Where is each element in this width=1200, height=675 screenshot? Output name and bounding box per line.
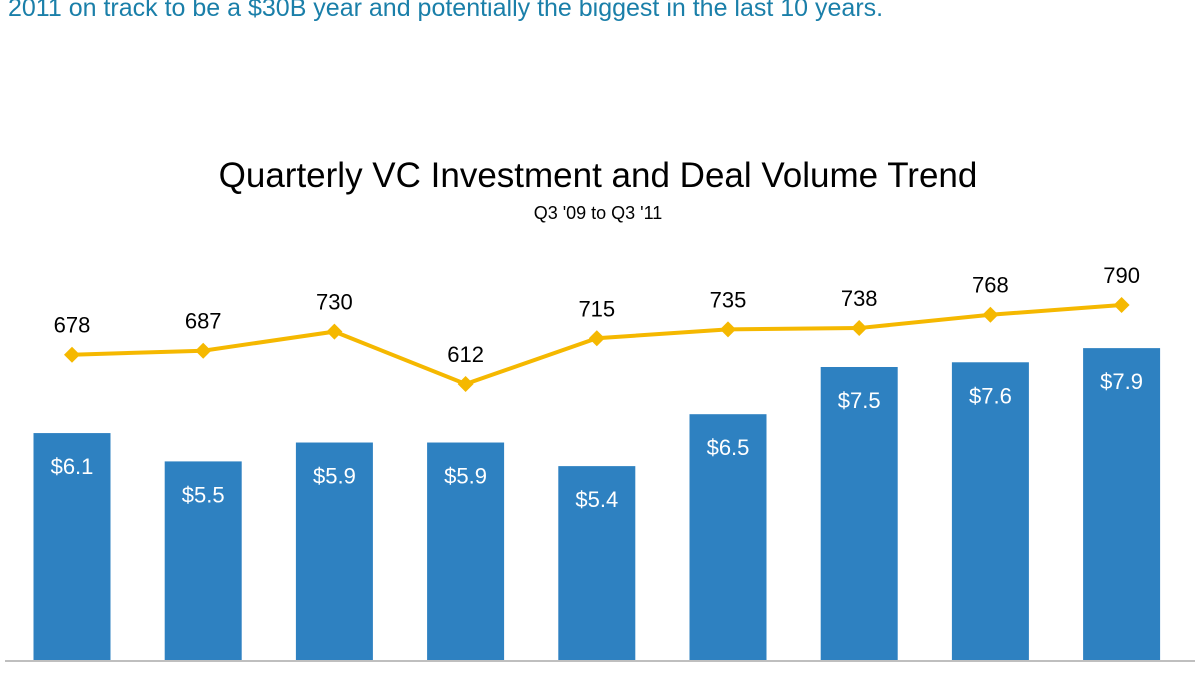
bar-label: $5.9: [313, 464, 356, 489]
bar: [1083, 348, 1161, 661]
line-label: 790: [1103, 263, 1140, 288]
chart-title: Quarterly VC Investment and Deal Volume …: [219, 156, 978, 195]
bar: [951, 362, 1029, 661]
bar-label: $5.4: [575, 487, 618, 512]
line-marker: [851, 320, 868, 337]
bar: [689, 414, 767, 661]
line-marker: [588, 330, 605, 347]
line-marker: [457, 376, 474, 392]
line-marker: [195, 342, 212, 359]
headline: 2011 on track to be a $30B year and pote…: [8, 0, 884, 22]
line-marker: [326, 323, 343, 340]
line-label: 612: [447, 342, 484, 367]
bar-label: $6.5: [707, 435, 750, 460]
line-label: 730: [316, 290, 353, 315]
chart-subtitle: Q3 '09 to Q3 '11: [534, 203, 663, 223]
bar: [295, 442, 373, 661]
bar-label: $7.9: [1100, 369, 1143, 394]
bar-label: $6.1: [51, 454, 94, 479]
bar: [164, 461, 242, 661]
line-label: 768: [972, 273, 1009, 298]
bar-label: $5.9: [444, 464, 487, 489]
bar-label: $5.5: [182, 482, 225, 507]
bar: [820, 367, 898, 661]
line-label: 738: [841, 286, 878, 311]
line-label: 678: [54, 313, 91, 338]
bar: [558, 466, 636, 661]
bar: [33, 433, 111, 661]
line-label: 687: [185, 309, 222, 334]
line-marker: [720, 321, 736, 338]
bar-label: $7.5: [838, 388, 881, 413]
line-label: 715: [578, 296, 615, 321]
line-marker: [64, 346, 80, 363]
line-label: 735: [710, 287, 747, 312]
bar: [427, 442, 505, 661]
line-marker: [982, 306, 999, 323]
line-marker: [1113, 296, 1130, 313]
bar-label: $7.6: [969, 383, 1012, 408]
